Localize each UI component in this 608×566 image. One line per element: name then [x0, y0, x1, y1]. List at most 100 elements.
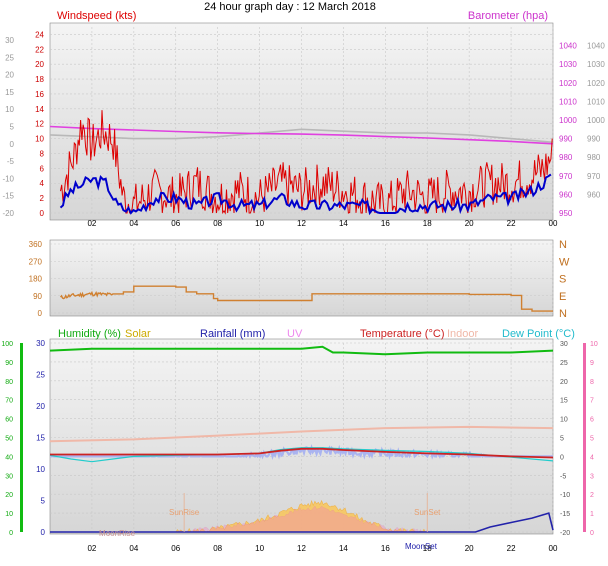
temperature-line	[50, 447, 554, 459]
windspeed-tick: 4	[40, 179, 45, 188]
solar-area	[175, 499, 428, 533]
left-scale-tick: 25	[5, 53, 14, 62]
rainfall-tick: 0	[41, 528, 46, 537]
windspeed-tick: 14	[35, 105, 44, 114]
rainfall-tick: 10	[36, 465, 45, 474]
moonset-annotation: MoonSet	[405, 542, 438, 551]
uv-tick: 10	[590, 341, 598, 348]
x-tick-label: 06	[171, 219, 180, 228]
uv-tick: 3	[590, 473, 594, 480]
x-tick-label: 16	[381, 544, 390, 553]
indoor-label: Indoor	[447, 328, 479, 340]
humidity-tick: 90	[5, 360, 13, 367]
direction-tick: 180	[29, 275, 43, 284]
barometer-outer-tick: 1010	[587, 97, 605, 106]
x-tick-label: 00	[549, 219, 558, 228]
barometer-tick: 970	[559, 172, 573, 181]
left-scale-tick: 30	[5, 36, 14, 45]
compass-tick: W	[559, 256, 570, 268]
barometer-tick: 960	[559, 190, 573, 199]
x-tick-label: 22	[507, 219, 516, 228]
uv-tick: 9	[590, 360, 594, 367]
direction-tick: 90	[33, 292, 42, 301]
barometer-tick: 1030	[559, 60, 577, 69]
humidity-tick: 40	[5, 454, 13, 461]
uv-tick: 0	[590, 530, 594, 537]
humidity-axis-bar	[20, 343, 23, 532]
x-tick-label: 10	[255, 219, 264, 228]
windspeed-tick: 6	[40, 164, 45, 173]
rainfall-line	[50, 512, 554, 533]
left-scale-tick: 10	[5, 105, 14, 114]
wind-average-line	[59, 173, 552, 216]
windspeed-tick: 18	[35, 75, 44, 84]
windspeed-line	[60, 110, 553, 215]
compass-tick: N	[559, 239, 567, 251]
dewpoint-line	[49, 447, 554, 463]
moonrise-annotation: MoonRise	[99, 529, 136, 538]
compass-tick: S	[559, 274, 566, 286]
solar-label: Solar	[125, 328, 151, 340]
temperature-tick: 5	[560, 436, 564, 443]
humidity-tick: 60	[5, 417, 13, 424]
direction-tick: 270	[29, 257, 43, 266]
windspeed-tick: 0	[40, 209, 45, 218]
barometer-label: Barometer (hpa)	[468, 10, 548, 22]
humidity-tick: 80	[5, 379, 13, 386]
temperature-tick: -10	[560, 492, 570, 499]
humidity-tick: 30	[5, 473, 13, 480]
left-scale-tick: -10	[2, 174, 14, 183]
left-scale-tick: 15	[5, 88, 14, 97]
left-scale-tick: -20	[2, 209, 14, 218]
rainfall-tick: 5	[41, 497, 46, 506]
temperature-tick: -15	[560, 511, 570, 518]
indoor-line	[49, 425, 554, 443]
left-scale-tick: 0	[10, 140, 15, 149]
temperature-tick: 25	[560, 360, 568, 367]
uv-tick: 6	[590, 417, 594, 424]
windspeed-tick: 2	[40, 194, 45, 203]
uv-label: UV	[287, 328, 303, 340]
x-tick-label: 14	[339, 219, 348, 228]
direction-tick: 360	[29, 240, 43, 249]
humidity-tick: 0	[9, 530, 13, 537]
temperature-tick: -20	[560, 530, 570, 537]
x-tick-label: 12	[297, 544, 306, 553]
chart-marks	[20, 110, 586, 533]
humidity-tick: 100	[1, 341, 13, 348]
grid-lines	[50, 27, 554, 533]
barometer-tick: 950	[559, 209, 573, 218]
barometer-outer-tick: 1000	[587, 116, 605, 125]
left-scale-tick: 5	[10, 123, 15, 132]
temperature-tick: 20	[560, 379, 568, 386]
barometer-tick: 990	[559, 135, 573, 144]
windspeed-tick: 16	[35, 90, 44, 99]
barometer-tick: 1040	[559, 42, 577, 51]
uv-tick: 8	[590, 379, 594, 386]
humidity-tick: 10	[5, 511, 13, 518]
left-scale-tick: 20	[5, 71, 14, 80]
uv-tick: 2	[590, 492, 594, 499]
page-title: 24 hour graph day : 12 March 2018	[204, 1, 376, 13]
compass-tick: N	[559, 308, 567, 320]
temperature-tick: -5	[560, 473, 566, 480]
rainfall-tick: 15	[36, 434, 45, 443]
x-tick-label: 18	[423, 544, 432, 553]
annotations: SunRise SunSet MoonRise MoonSet	[99, 493, 441, 551]
windspeed-tick: 20	[35, 60, 44, 69]
barometer-tick: 1010	[559, 97, 577, 106]
x-tick-label: 04	[129, 544, 138, 553]
barometer-outer-tick: 1030	[587, 60, 605, 69]
x-tick-label: 20	[465, 219, 474, 228]
x-tick-label: 22	[507, 544, 516, 553]
x-tick-label: 16	[381, 219, 390, 228]
x-tick-label: 18	[423, 219, 432, 228]
barometer-trace-line	[49, 128, 554, 144]
x-tick-label: 20	[465, 544, 474, 553]
uv-tick: 1	[590, 511, 594, 518]
temperature-label: Temperature (°C)	[360, 328, 444, 340]
uv-tick: 4	[590, 454, 594, 461]
windspeed-tick: 10	[35, 135, 44, 144]
